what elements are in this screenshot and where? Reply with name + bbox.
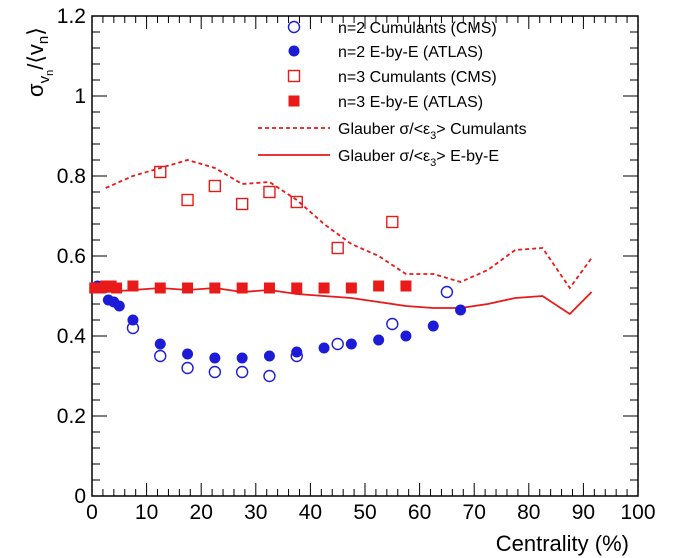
x-tick-label: 20 <box>190 501 213 524</box>
legend-label-main: Glauber σ/<ε <box>338 121 430 138</box>
data-point <box>181 361 194 375</box>
y-label-close: ⟩ <box>23 27 48 36</box>
legend-marker-symbol <box>288 95 300 107</box>
series-line-4 <box>105 159 593 290</box>
x-tick-label: 0 <box>86 501 98 524</box>
data-point <box>154 165 167 179</box>
legend-marker-symbol <box>287 20 301 34</box>
data-point <box>263 282 275 294</box>
x-tick-label: 50 <box>353 501 376 524</box>
data-point <box>291 346 303 358</box>
legend-label: n=3 Cumulants (CMS) <box>338 69 497 86</box>
data-point <box>386 317 399 331</box>
data-point <box>345 338 357 350</box>
data-point <box>263 369 276 383</box>
legend-label: Glauber σ/<ε3> Cumulants <box>338 121 527 142</box>
data-point <box>154 282 166 294</box>
y-tick-label: 0.6 <box>57 245 86 268</box>
data-point <box>113 300 125 312</box>
legend-label-main: n=2 E-by-E (ATLAS) <box>338 44 483 61</box>
data-point <box>236 352 248 364</box>
series-markers <box>89 165 467 383</box>
legend-label-main: Glauber σ/<ε <box>338 148 430 165</box>
data-point <box>235 197 249 211</box>
data-point <box>331 241 344 255</box>
y-label-sub: v <box>36 75 53 83</box>
data-point <box>208 365 222 379</box>
x-tick-label: 60 <box>408 501 431 524</box>
y-axis-label-text: σvn/⟨vn⟩ <box>23 27 56 97</box>
y-tick-labels: 0 0.2 0.4 0.6 0.8 1 1.2 <box>57 5 87 508</box>
legend: n=2 Cumulants (CMS) n=2 E-by-E (ATLAS) n=3… <box>258 20 527 169</box>
legend-marker-symbol <box>287 69 301 83</box>
data-point <box>235 365 249 379</box>
data-point <box>154 349 167 363</box>
y-tick-label: 0.4 <box>57 325 87 348</box>
data-point <box>386 215 399 229</box>
x-tick-label: 100 <box>620 501 655 524</box>
data-point <box>400 330 412 342</box>
x-axis-label: Centrality (%) <box>496 531 629 556</box>
data-point <box>182 348 194 360</box>
y-tick-label: 0.8 <box>57 165 86 188</box>
x-tick-label: 80 <box>517 501 540 524</box>
legend-label: n=2 E-by-E (ATLAS) <box>338 44 483 61</box>
data-point <box>373 280 385 292</box>
y-label-rest: /⟨v <box>23 44 48 70</box>
data-point <box>290 195 303 209</box>
data-point <box>373 334 385 346</box>
y-axis-label: σvn/⟨vn⟩ <box>23 27 56 97</box>
data-point <box>181 193 194 207</box>
legend-label: n=3 E-by-E (ATLAS) <box>338 94 483 111</box>
legend-label-main: n=2 Cumulants (CMS) <box>338 20 497 37</box>
data-point <box>318 282 330 294</box>
data-point <box>127 314 139 326</box>
data-point <box>440 285 454 299</box>
x-tick-label: 10 <box>135 501 158 524</box>
y-tick-label: 1 <box>74 85 86 108</box>
x-tick-label: 90 <box>572 501 595 524</box>
legend-label: Glauber σ/<ε3> E-by-E <box>338 148 499 169</box>
data-point <box>427 320 439 332</box>
data-point <box>111 282 123 294</box>
data-point <box>455 304 467 316</box>
data-point <box>291 282 303 294</box>
data-point <box>400 280 412 292</box>
legend-label: n=2 Cumulants (CMS) <box>338 20 497 37</box>
data-point <box>263 185 276 199</box>
legend-marker-symbol <box>288 45 300 57</box>
data-point <box>154 338 166 350</box>
legend-label-subscript: 3 <box>430 130 436 142</box>
y-label-rest-sub: n <box>35 36 52 44</box>
legend-label-rest: > Cumulants <box>436 121 526 138</box>
data-point <box>345 282 357 294</box>
legend-label-main: n=3 Cumulants (CMS) <box>338 69 497 86</box>
data-point <box>208 179 222 193</box>
y-tick-label: 0 <box>74 485 86 508</box>
y-label-subsub: n <box>44 70 56 76</box>
y-label-sigma: σ <box>23 83 48 97</box>
legend-label-rest: > E-by-E <box>436 148 499 165</box>
axis-ticks <box>91 15 639 497</box>
y-tick-label: 0.2 <box>57 405 86 428</box>
legend-label-main: n=3 E-by-E (ATLAS) <box>338 94 483 111</box>
legend-label-subscript: 3 <box>430 157 436 169</box>
data-point <box>236 282 248 294</box>
data-point <box>127 280 139 292</box>
x-tick-labels: 0 10 20 30 40 50 60 70 80 90 100 <box>86 501 655 524</box>
data-point <box>318 342 330 354</box>
y-tick-label: 1.2 <box>57 5 86 28</box>
data-point <box>209 282 221 294</box>
x-tick-label: 30 <box>244 501 267 524</box>
x-tick-label: 70 <box>463 501 486 524</box>
data-point <box>182 282 194 294</box>
data-point <box>331 337 344 351</box>
data-point <box>263 350 275 362</box>
data-point <box>209 352 221 364</box>
x-tick-label: 40 <box>299 501 322 524</box>
